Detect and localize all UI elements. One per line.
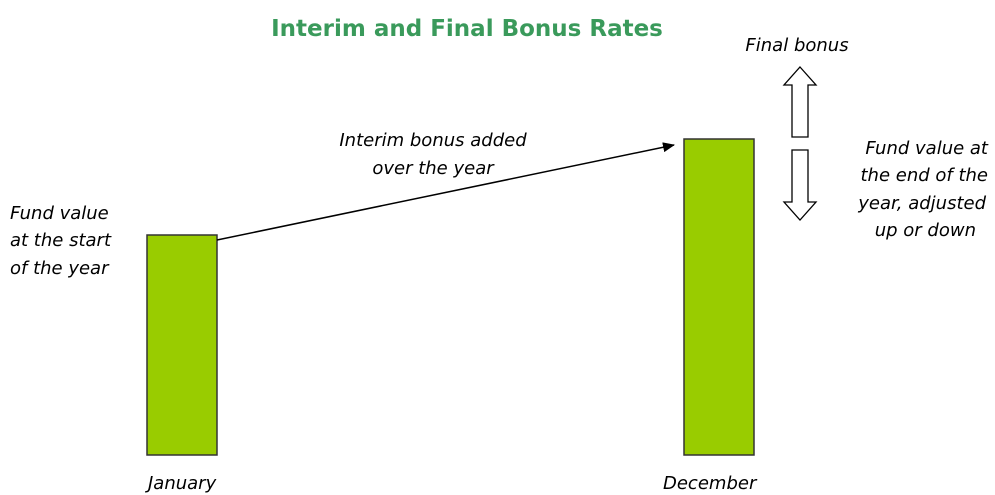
up-arrow	[782, 66, 818, 138]
end-label: the end of the	[860, 165, 988, 186]
end-label: year, adjusted	[857, 193, 986, 214]
end-label: Fund value at	[865, 138, 989, 159]
interim-label: over the year	[372, 158, 495, 179]
interim-arrow	[216, 142, 675, 241]
start-label: of the year	[10, 258, 110, 279]
start-label: at the start	[10, 230, 112, 251]
january-bar	[146, 234, 218, 456]
december-bar	[683, 138, 755, 456]
end-label: up or down	[875, 220, 976, 241]
final-bonus-label: Final bonus	[745, 35, 848, 56]
month-label: January	[145, 473, 217, 494]
month-label: December	[663, 473, 758, 494]
down-arrow	[782, 149, 818, 221]
title: Interim and Final Bonus Rates	[271, 16, 663, 42]
start-label: Fund value	[10, 203, 109, 224]
interim-label: Interim bonus added	[339, 130, 527, 151]
